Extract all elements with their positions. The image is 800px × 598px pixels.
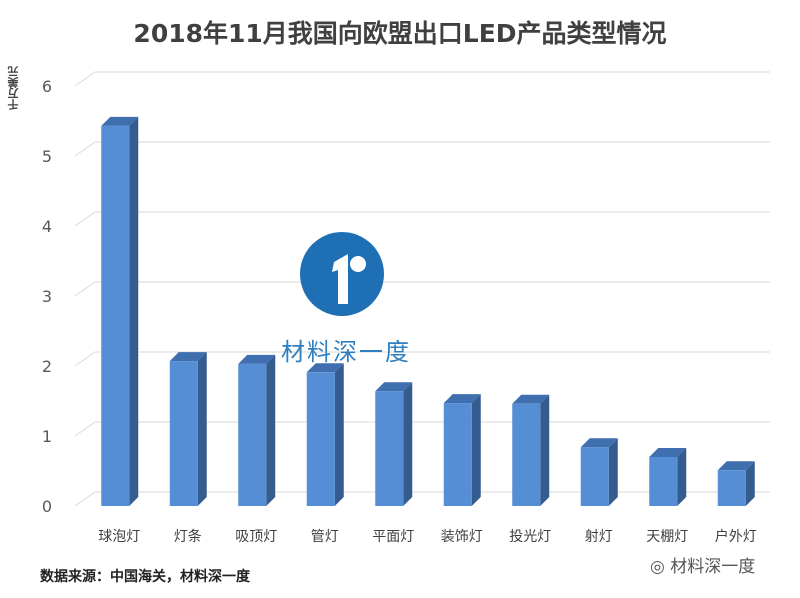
bar bbox=[306, 372, 335, 506]
bar-side bbox=[677, 448, 687, 506]
footer-watermark-text: 材料深一度 bbox=[670, 557, 756, 577]
y-tick-label: 3 bbox=[42, 287, 52, 306]
bar-side bbox=[197, 352, 207, 506]
bar-side bbox=[266, 354, 276, 506]
footer-watermark: ◎ 材料深一度 bbox=[650, 557, 756, 577]
gridline-side bbox=[74, 421, 96, 437]
bar-top bbox=[306, 363, 344, 373]
y-tick-label: 1 bbox=[42, 427, 52, 446]
bar-side bbox=[334, 363, 344, 506]
y-tick-label: 2 bbox=[42, 357, 52, 376]
x-tick-label: 天棚灯 bbox=[646, 529, 688, 545]
bar-side bbox=[745, 461, 755, 506]
chart-title: 2018年11月我国向欧盟出口LED产品类型情况 bbox=[133, 19, 667, 48]
watermark-text: 材料深一度 bbox=[281, 338, 411, 366]
y-tick-label: 6 bbox=[42, 77, 52, 96]
gridline-side bbox=[74, 351, 96, 367]
gridline-side bbox=[74, 71, 96, 87]
x-tick-label: 投光灯 bbox=[509, 529, 551, 545]
x-tick-label: 平面灯 bbox=[372, 529, 414, 545]
bar-top bbox=[101, 116, 139, 126]
gridline-side bbox=[74, 491, 96, 507]
bar-top bbox=[580, 438, 618, 448]
source-note: 数据来源：中国海关，材料深一度 bbox=[40, 569, 250, 585]
x-tick-label: 灯条 bbox=[174, 528, 202, 545]
bar bbox=[169, 361, 198, 506]
x-tick-label: 射灯 bbox=[585, 529, 613, 545]
bar-side bbox=[540, 394, 550, 506]
x-tick-label: 户外灯 bbox=[715, 528, 757, 545]
bar bbox=[375, 391, 404, 506]
bar bbox=[649, 457, 678, 506]
x-tick-label: 吸顶灯 bbox=[235, 529, 277, 545]
y-tick-label: 5 bbox=[42, 147, 52, 166]
bar-top bbox=[238, 354, 276, 364]
bar-side bbox=[403, 382, 413, 506]
x-tick-label: 管灯 bbox=[311, 529, 339, 545]
bar bbox=[101, 125, 130, 507]
y-tick-label: 0 bbox=[42, 497, 52, 516]
x-tick-label: 装饰灯 bbox=[441, 529, 483, 545]
bar bbox=[443, 403, 472, 506]
bar-top bbox=[169, 352, 207, 362]
bar bbox=[717, 470, 746, 506]
gridline-side bbox=[74, 281, 96, 297]
gridline-side bbox=[74, 211, 96, 227]
watermark-logo: 材料深一度 bbox=[266, 232, 426, 367]
logo-icon bbox=[300, 232, 384, 316]
bar-side bbox=[471, 394, 481, 506]
bar-top bbox=[375, 382, 413, 392]
bar bbox=[512, 403, 541, 506]
bar bbox=[580, 447, 609, 506]
bar-side bbox=[129, 116, 139, 507]
gridline-side bbox=[74, 141, 96, 157]
bar-top bbox=[512, 394, 550, 404]
y-tick-label: 4 bbox=[42, 217, 52, 236]
bar-top bbox=[443, 394, 481, 404]
bar-top bbox=[649, 448, 687, 457]
bar bbox=[238, 363, 267, 506]
x-tick-label: 球泡灯 bbox=[98, 529, 140, 545]
bar-side bbox=[608, 438, 618, 506]
bar-top bbox=[717, 461, 755, 471]
